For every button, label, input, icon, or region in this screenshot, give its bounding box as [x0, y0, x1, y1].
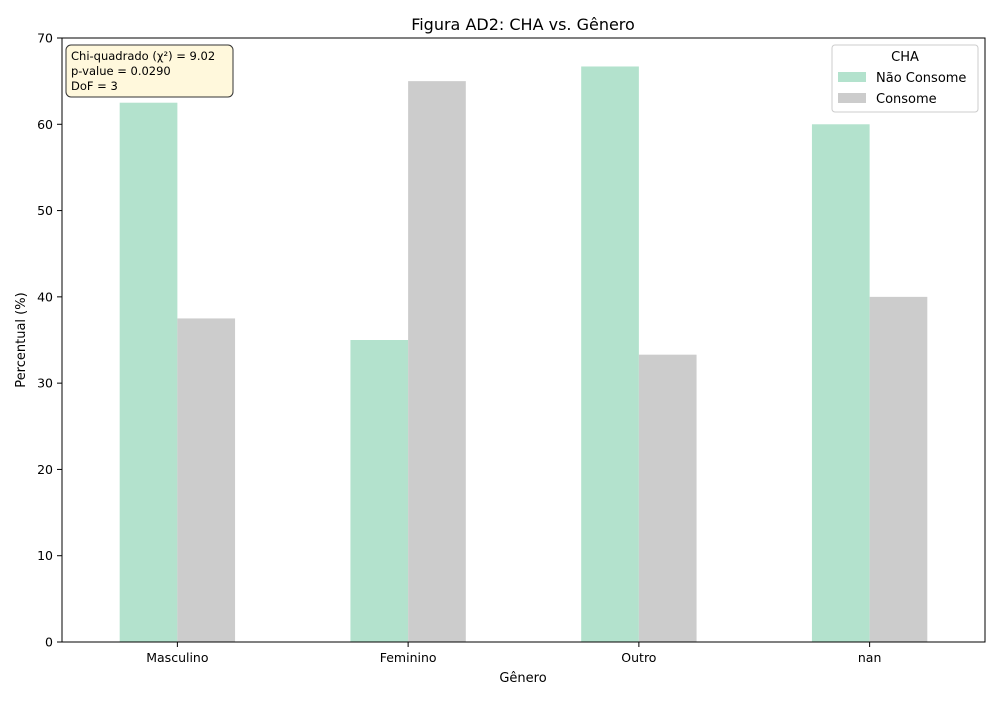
bar-consome-feminino	[408, 81, 466, 642]
legend-label-nao-consome: Não Consome	[876, 71, 966, 86]
annotation-p-value: p-value = 0.0290	[71, 64, 171, 78]
bar-consome-nan	[869, 296, 928, 642]
plot-frame	[61, 37, 986, 643]
annotation-chi-square: Chi-quadrado (χ²) = 9.02	[71, 49, 215, 63]
bars-layer	[119, 66, 928, 643]
x-axis-label: Gênero	[499, 671, 546, 686]
y-tick-label: 0	[45, 635, 53, 650]
y-tick-label: 10	[37, 548, 53, 563]
chart-title: Figura AD2: CHA vs. Gênero	[411, 15, 635, 34]
x-tick-label-nan: nan	[858, 650, 882, 665]
legend-title: CHA	[891, 50, 919, 65]
y-axis: 0 10 20 30 40 50 60 70	[37, 31, 62, 650]
annotation-background	[65, 44, 234, 98]
x-tick-label-feminino: Feminino	[380, 650, 437, 665]
bar-consome-outro	[638, 354, 697, 642]
stats-annotation: Chi-quadrado (χ²) = 9.02 p-value = 0.029…	[65, 44, 234, 98]
legend-swatch-consome	[838, 93, 866, 103]
bar-n-o-consome-feminino	[350, 340, 409, 642]
y-tick-label: 40	[37, 289, 53, 304]
y-tick-label: 50	[37, 203, 53, 218]
y-axis-label: Percentual (%)	[14, 292, 29, 387]
annotation-dof: DoF = 3	[71, 79, 118, 93]
legend-label-consome: Consome	[876, 92, 937, 107]
x-axis: Masculino Feminino Outro nan	[146, 642, 881, 665]
legend-frame	[831, 44, 979, 113]
y-tick-label: 30	[37, 376, 53, 391]
bar-n-o-consome-nan	[811, 124, 870, 643]
x-tick-label-masculino: Masculino	[146, 650, 208, 665]
legend: CHA Não Consome Consome	[831, 44, 979, 113]
y-tick-label: 60	[37, 117, 53, 132]
y-tick-label: 70	[37, 31, 53, 46]
legend-swatch-nao-consome	[838, 72, 866, 82]
y-tick-label: 20	[37, 462, 53, 477]
bar-consome-masculino	[177, 318, 236, 642]
x-tick-label-outro: Outro	[621, 650, 656, 665]
bar-n-o-consome-outro	[581, 66, 639, 642]
bar-n-o-consome-masculino	[119, 102, 178, 642]
